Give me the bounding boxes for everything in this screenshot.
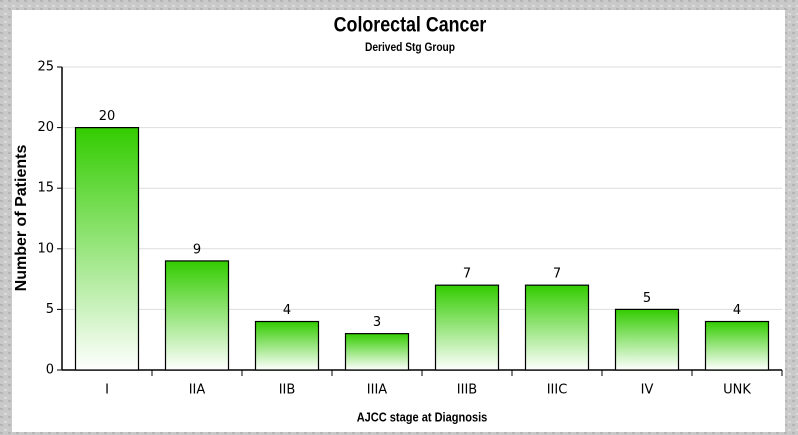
bar <box>344 333 410 371</box>
x-tick-label: IV <box>641 383 654 398</box>
value-label: 3 <box>373 315 381 330</box>
y-tick-label: 20 <box>37 120 54 135</box>
x-tick-label: IIB <box>279 383 296 398</box>
y-tick-label: 15 <box>37 181 54 196</box>
value-label: 4 <box>283 303 291 318</box>
value-label: 9 <box>193 242 201 257</box>
bar <box>524 284 590 371</box>
x-tick-label: IIA <box>189 383 206 398</box>
value-label: 5 <box>643 291 651 306</box>
y-tick-label: 5 <box>46 302 54 317</box>
y-axis-label: Number of Patients <box>13 145 30 292</box>
bar <box>74 126 140 371</box>
x-tick-label: IIIB <box>457 383 477 398</box>
value-label: 7 <box>553 267 561 282</box>
bar <box>704 320 770 371</box>
value-label: 4 <box>733 303 741 318</box>
x-tick-label: IIIC <box>547 383 568 398</box>
chart-subtitle: Derived Stg Group <box>365 41 455 54</box>
y-tick-label: 10 <box>37 241 54 256</box>
y-tick-label: 25 <box>37 60 54 75</box>
x-tick-label: IIIA <box>367 383 388 398</box>
value-label: 20 <box>99 109 116 124</box>
x-tick-label: I <box>105 383 109 398</box>
x-tick-label: UNK <box>723 383 751 398</box>
y-tick-label: 0 <box>46 363 54 378</box>
x-axis-label: AJCC stage at Diagnosis <box>357 410 488 425</box>
chart-title: Colorectal Cancer <box>334 13 487 37</box>
value-label: 7 <box>463 267 471 282</box>
bar <box>614 308 680 371</box>
bar <box>164 260 230 371</box>
bar <box>434 284 500 371</box>
bar <box>254 320 320 371</box>
